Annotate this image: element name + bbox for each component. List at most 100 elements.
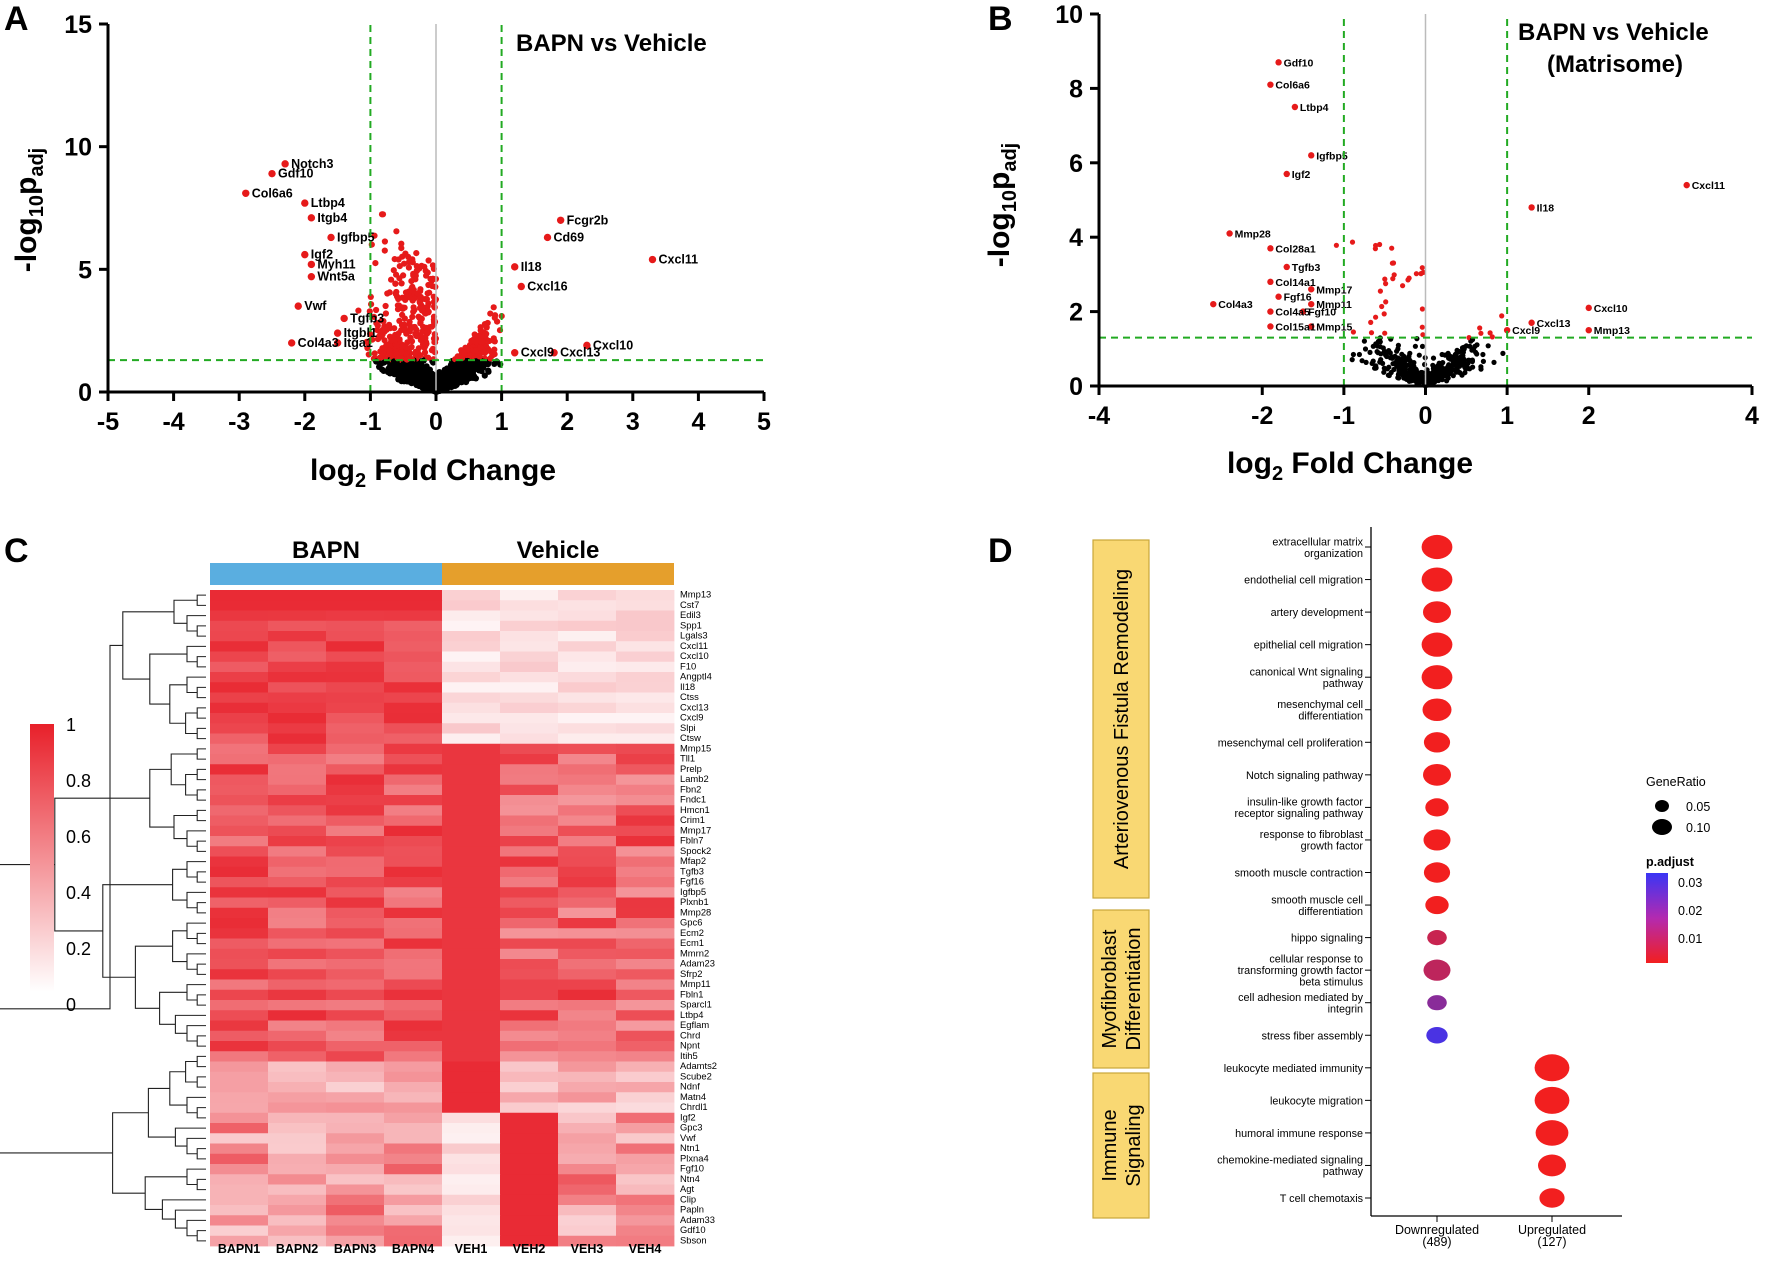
volcano-b-point — [1439, 377, 1445, 383]
volcano-b-label-point — [1308, 286, 1315, 293]
heatmap-dendrogram-branch — [186, 1025, 206, 1042]
heatmap-cell — [500, 805, 559, 816]
heatmap-cell — [210, 631, 269, 642]
heatmap-cell — [326, 1112, 385, 1124]
dotplot-category-box — [1092, 1072, 1150, 1219]
heatmap-cell — [326, 620, 385, 632]
heatmap-cell — [442, 938, 501, 950]
heatmap-cell — [616, 702, 675, 714]
volcano-a-gene-label: Cd69 — [554, 230, 585, 244]
heatmap-cell — [616, 600, 675, 611]
dotplot-dot — [1423, 763, 1451, 786]
heatmap-cell — [616, 1071, 675, 1083]
heatmap-column-label: BAPN2 — [276, 1242, 318, 1256]
volcano-a-point — [476, 353, 483, 360]
heatmap-cell — [558, 1174, 617, 1185]
heatmap-cell — [384, 1102, 443, 1114]
heatmap-cell — [500, 620, 559, 632]
volcano-b-point — [1370, 343, 1376, 349]
heatmap-cell — [268, 907, 327, 919]
volcano-a-gene-label: Gdf10 — [278, 167, 313, 181]
heatmap-cell — [500, 959, 559, 970]
volcano-b-point — [1465, 360, 1471, 366]
heatmap-cell — [268, 805, 327, 816]
heatmap-cell — [558, 846, 617, 857]
heatmap-cell — [326, 1041, 385, 1052]
volcano-a-point — [437, 372, 444, 379]
heatmap-cell — [268, 1082, 327, 1093]
dotplot-dots — [1421, 534, 1570, 1208]
heatmap-cell — [268, 1184, 327, 1196]
heatmap-row-label: Matn4 — [680, 1091, 706, 1102]
heatmap-cell — [442, 907, 501, 919]
heatmap-cell — [384, 784, 443, 796]
dotplot-term-label: organization — [1304, 548, 1363, 560]
volcano-a-point — [444, 378, 451, 385]
heatmap-cell — [558, 1000, 617, 1011]
heatmap-row-label: Ntn4 — [680, 1173, 700, 1184]
heatmap-row-label: Mmrn2 — [680, 947, 709, 958]
heatmap-cell — [558, 1133, 617, 1144]
heatmap-cell — [558, 1092, 617, 1103]
heatmap-cell — [326, 1051, 385, 1062]
heatmap-cell — [616, 1225, 675, 1237]
heatmap-cell — [384, 1030, 443, 1042]
heatmap-cell — [210, 1051, 269, 1062]
volcano-b-point — [1480, 358, 1486, 364]
volcano-a-point — [421, 349, 429, 356]
volcano-b-point — [1349, 239, 1356, 245]
heatmap-cell — [326, 836, 385, 847]
heatmap-row-label: Prelp — [680, 763, 702, 774]
legend-color-tick: 0.02 — [1678, 904, 1702, 918]
volcano-b-point — [1382, 276, 1388, 282]
dotplot-category-label: Myofibroblast Differentiation — [1099, 927, 1145, 1050]
heatmap-cell — [500, 1082, 559, 1093]
volcano-a-label-point — [307, 214, 316, 222]
volcano-b-point — [1400, 372, 1406, 378]
heatmap-cell — [500, 989, 559, 1001]
heatmap-cell — [442, 836, 501, 847]
heatmap-cell — [268, 1123, 327, 1134]
volcano-a-label-point — [307, 272, 316, 281]
heatmap-cell — [268, 661, 327, 673]
volcano-a-point — [402, 289, 410, 296]
volcano-a-point — [414, 267, 421, 274]
heatmap-cell — [210, 907, 269, 919]
heatmap-cell — [616, 1133, 675, 1144]
dotplot-term-label: humoral immune response — [1235, 1128, 1363, 1140]
heatmap-cell — [384, 713, 443, 724]
volcano-b-ylabel-main: -log — [983, 212, 1016, 267]
heatmap-cell — [210, 610, 269, 622]
heatmap-dendrogram-branch — [196, 625, 206, 637]
heatmap-cell — [558, 836, 617, 847]
heatmap-cell — [210, 815, 269, 827]
volcano-b-point — [1378, 357, 1384, 363]
heatmap-cell — [384, 733, 443, 745]
heatmap-cell — [210, 1143, 269, 1155]
volcano-a-point — [407, 334, 414, 341]
heatmap-cell — [500, 754, 559, 765]
heatmap-cell — [210, 702, 269, 714]
heatmap-cell — [442, 774, 501, 786]
heatmap-cell — [442, 692, 501, 704]
heatmap-cell — [500, 651, 559, 663]
volcano-a-x-tick-label: -5 — [97, 408, 119, 436]
heatmap-cell — [442, 989, 501, 1001]
dotplot-x-count: (489) — [1422, 1235, 1451, 1249]
dotplot-x-count: (127) — [1537, 1235, 1566, 1249]
heatmap-cell — [384, 897, 443, 909]
heatmap-cell — [210, 1174, 269, 1185]
volcano-b-gene-label: Cxcl11 — [1692, 180, 1725, 192]
volcano-a-point — [395, 376, 402, 383]
heatmap-cell — [210, 969, 269, 980]
volcano-b-point — [1379, 303, 1385, 310]
volcano-b-point — [1363, 359, 1369, 365]
volcano-a-point — [425, 379, 432, 386]
heatmap-cell — [616, 743, 675, 755]
heatmap-cell — [500, 825, 559, 837]
heatmap-cell — [384, 1112, 443, 1124]
volcano-b-point — [1485, 343, 1491, 349]
heatmap-cell — [210, 887, 269, 898]
volcano-a-point — [481, 372, 488, 379]
